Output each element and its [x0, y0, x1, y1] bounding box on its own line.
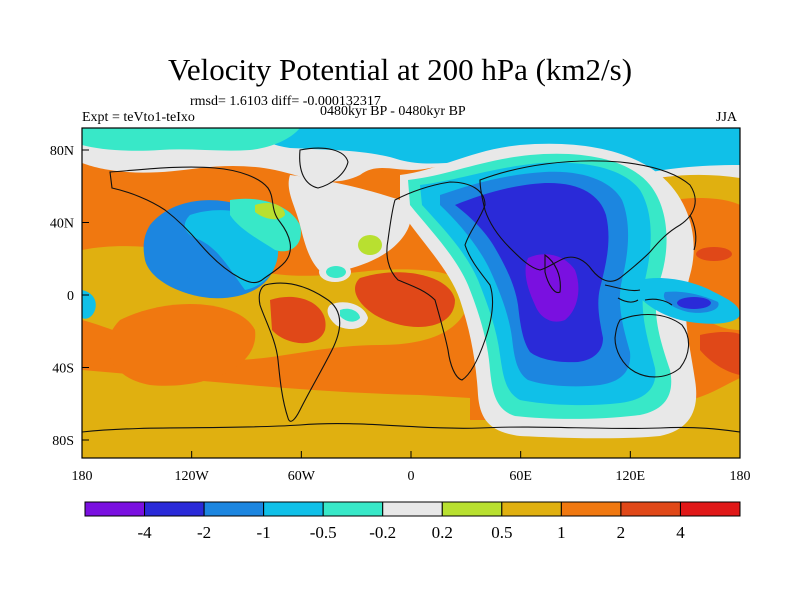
colorbar-swatch: [84, 501, 146, 517]
colorbar-label: 0.5: [491, 523, 512, 542]
colorbar-swatch: [560, 501, 622, 517]
y-tick-label: 0: [67, 289, 74, 304]
atlantic-green-spot: [358, 235, 382, 255]
x-tick-label: 180: [730, 469, 751, 484]
x-tick-label: 180: [72, 469, 93, 484]
south-america-red: [270, 296, 326, 344]
colorbar-swatch: [322, 501, 384, 517]
south-pacific-orange: [107, 303, 256, 386]
coastlines: [82, 147, 740, 433]
india-coast: [544, 253, 561, 294]
colorbar-swatch: [203, 501, 265, 517]
colorbar-label: -1: [257, 523, 271, 542]
australia-coast: [614, 313, 690, 378]
x-tick-label: 60W: [288, 469, 316, 484]
greenland-coast: [299, 147, 349, 189]
y-tick-label: 40S: [52, 362, 74, 377]
x-tick-label: 0: [408, 469, 415, 484]
colorbar-label: 4: [676, 523, 685, 542]
south-america-coast: [258, 282, 341, 422]
colorbar-swatch: [441, 501, 503, 517]
x-tick-label: 120E: [616, 469, 646, 484]
south-atlantic-teal-spot: [340, 308, 360, 322]
colorbar-label: -0.2: [369, 523, 396, 542]
colorbar-label: 2: [617, 523, 626, 542]
colorbar-swatch: [679, 501, 741, 517]
x-axis: 180 120W 60W 0 60E 120E 180: [72, 451, 751, 484]
mid-atlantic-teal-spot: [326, 266, 346, 278]
west-pacific-deep-blue-spot: [677, 297, 711, 309]
season-label: JJA: [716, 110, 738, 125]
period-label: 0480kyr BP - 0480kyr BP: [320, 104, 466, 119]
x-tick-label: 60E: [509, 469, 532, 484]
colorbar-swatch: [620, 501, 681, 517]
arctic-teal-strip: [82, 128, 300, 151]
colorbar-swatch: [501, 501, 562, 517]
colorbar-swatch: [144, 501, 205, 517]
colorbar-swatch: [263, 501, 324, 517]
colorbar-swatch: [382, 501, 443, 517]
colorbar-label: -4: [137, 523, 152, 542]
north-america-coast: [109, 166, 291, 284]
north-america-green-spot: [255, 203, 285, 220]
x-tick-label: 120W: [175, 469, 210, 484]
y-tick-label: 80N: [50, 144, 74, 159]
y-axis: 80N 40N 0 40S 80S: [50, 144, 89, 449]
asia-coast: [479, 160, 696, 282]
y-tick-label: 80S: [52, 434, 74, 449]
colorbar-label: 0.2: [432, 523, 453, 542]
west-pacific-red-spot: [696, 247, 732, 261]
y-tick-label: 40N: [50, 217, 74, 232]
east-pacific-cyan-edge: [82, 290, 96, 319]
colorbar: -4 -2 -1 -0.5 -0.2 0.2 0.5 1 2 4: [84, 501, 741, 542]
japan-coast: [689, 214, 697, 251]
colorbar-label: 1: [557, 523, 566, 542]
antarctica-coast: [82, 423, 740, 433]
colorbar-label: -0.5: [310, 523, 337, 542]
figure-title: Velocity Potential at 200 hPa (km2/s): [167, 52, 633, 87]
contour-field: [82, 128, 740, 458]
maritime-continent-coast: [604, 284, 673, 306]
stats-text: rmsd= 1.6103 diff= -0.000132317: [190, 94, 381, 109]
colorbar-label: -2: [197, 523, 211, 542]
east-pacific-red-edge: [700, 331, 740, 375]
equatorial-atlantic-red: [355, 272, 455, 327]
experiment-label: Expt = teVto1-teIxo: [82, 110, 195, 125]
europe-africa-coast: [386, 181, 494, 381]
